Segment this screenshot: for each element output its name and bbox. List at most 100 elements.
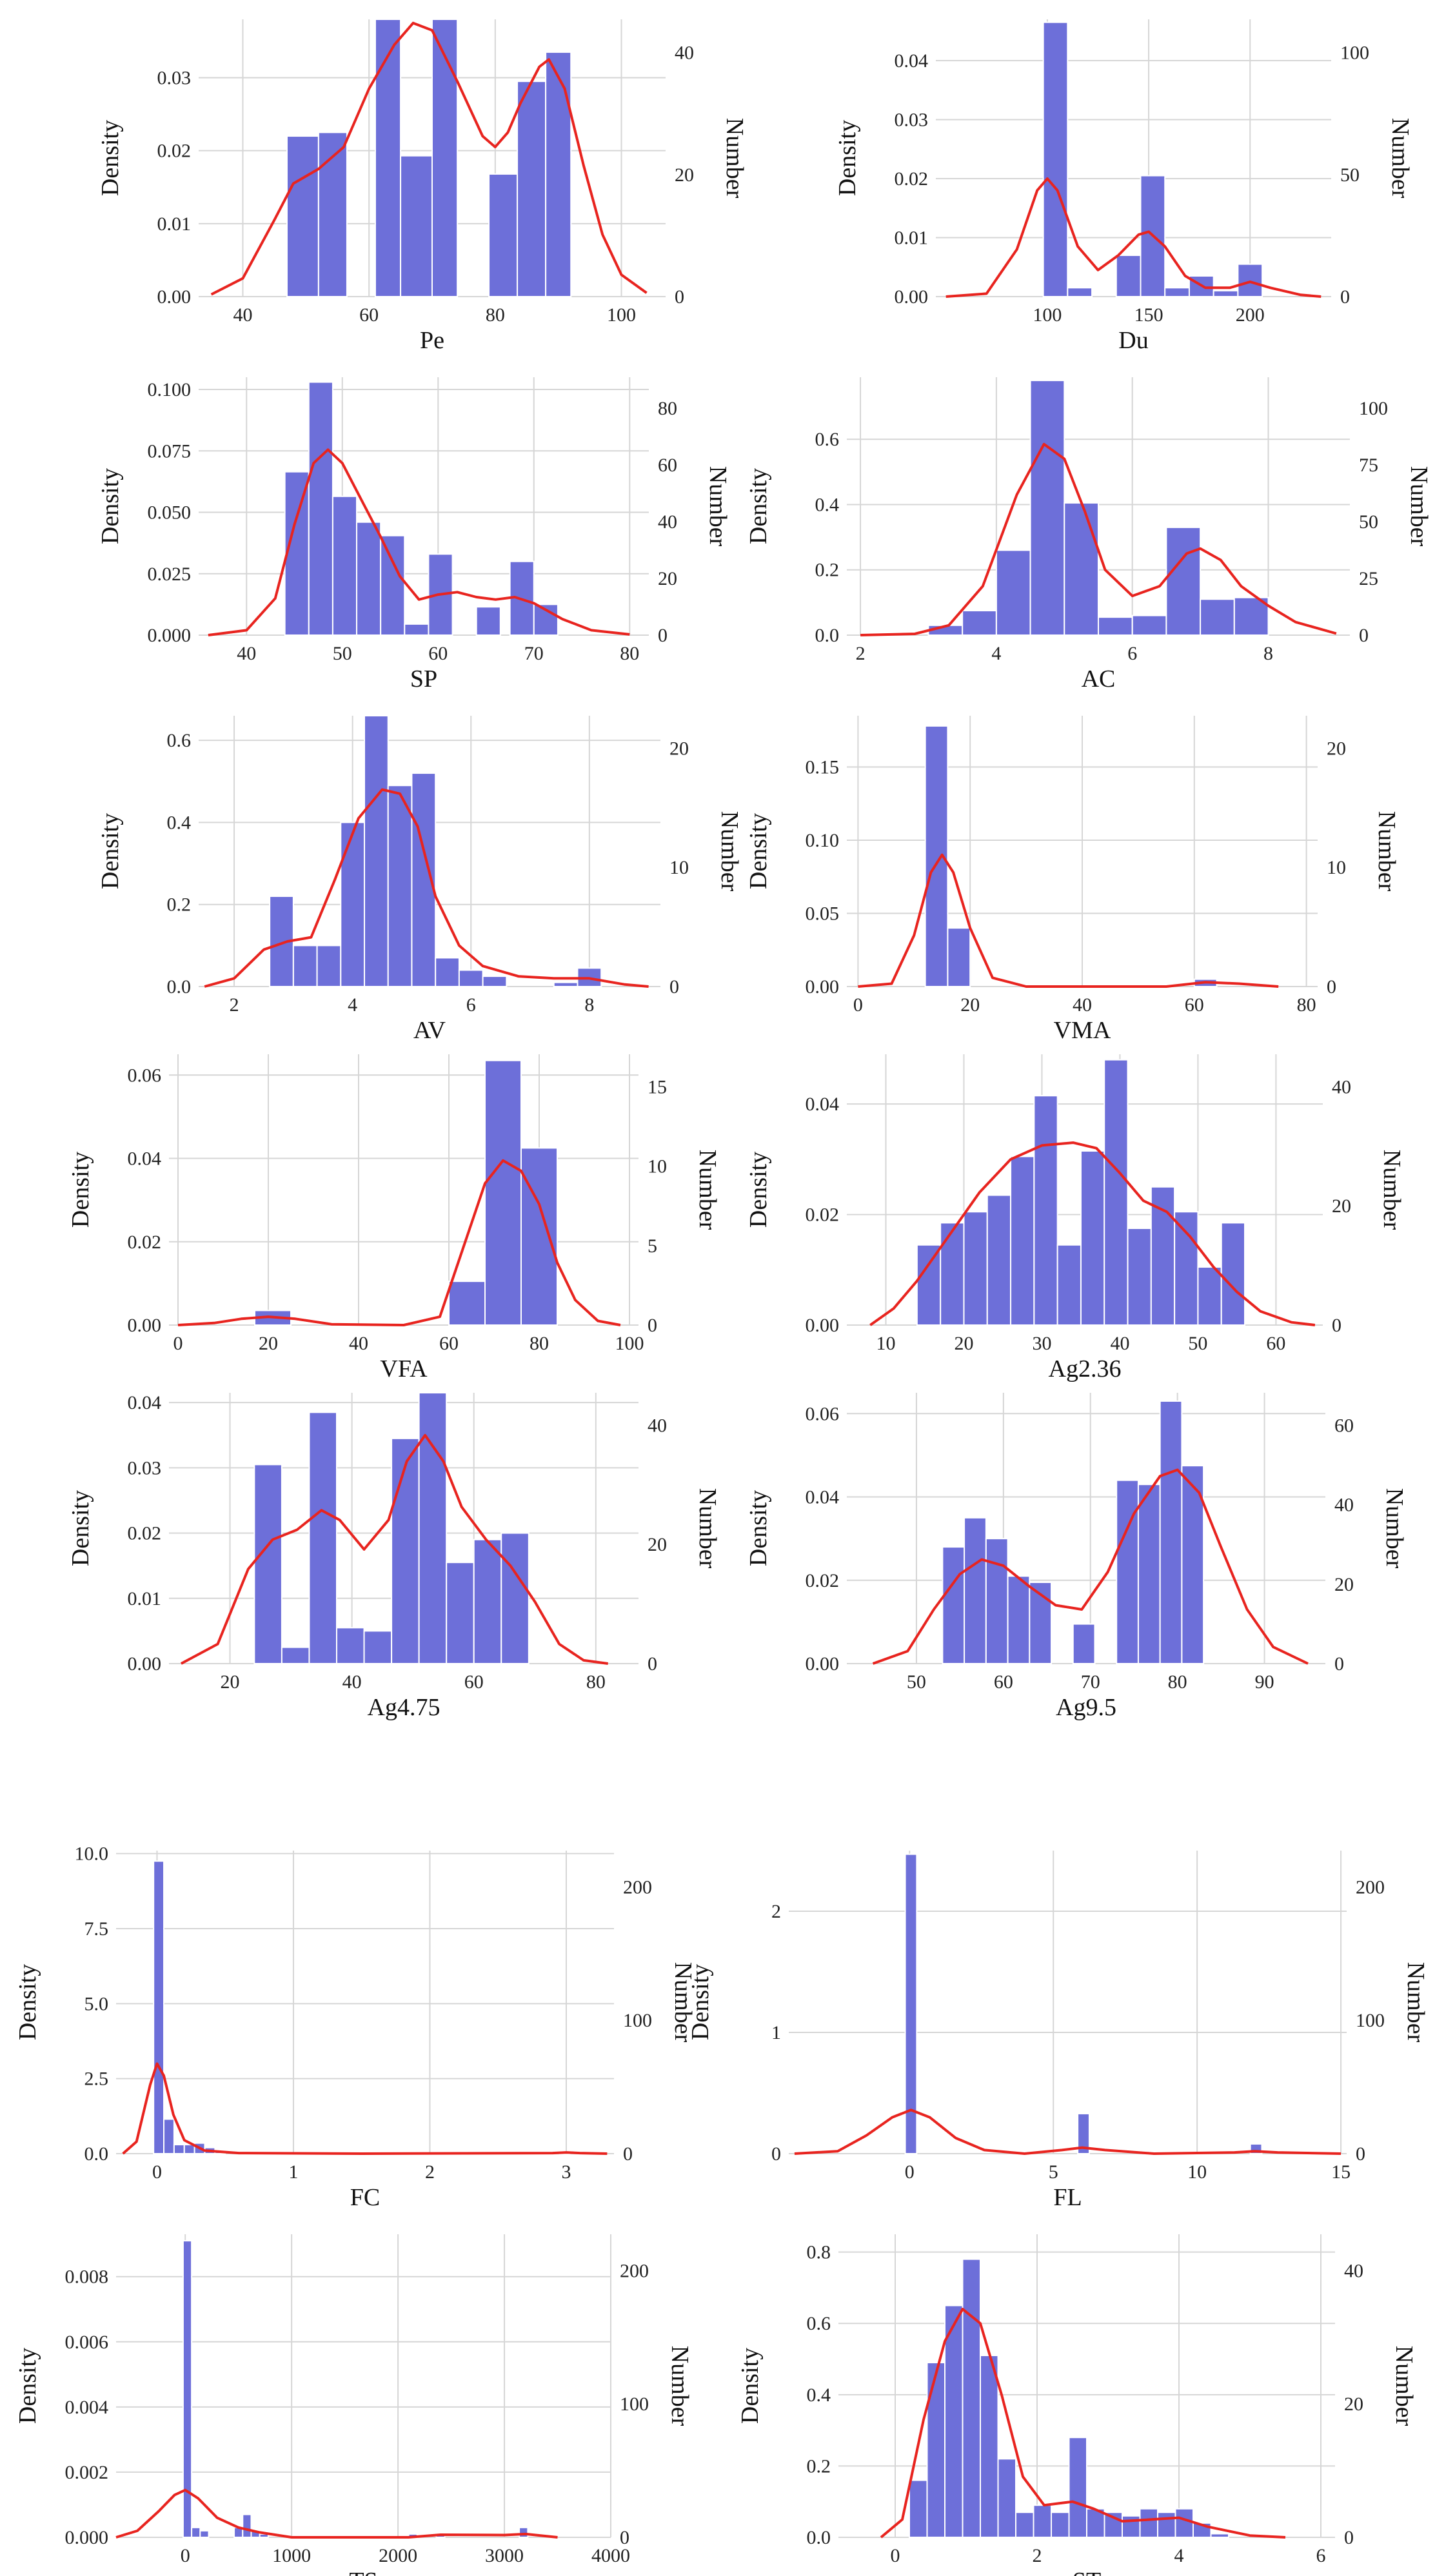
y2-tick-label: 0 — [1340, 286, 1350, 308]
y-tick-label: 0.00 — [157, 286, 192, 308]
histogram-bar — [363, 1630, 393, 1665]
histogram-bar — [1115, 254, 1142, 298]
y-tick-label: 0.6 — [167, 730, 192, 751]
histogram-bar — [153, 1860, 165, 2154]
histogram-bar — [1139, 2508, 1158, 2538]
histogram-bar — [1029, 380, 1065, 636]
y-tick-label: 0.02 — [128, 1232, 162, 1253]
histogram-bar — [1015, 2512, 1034, 2539]
histogram-bar — [545, 51, 572, 297]
histogram-bar — [391, 1437, 420, 1664]
histogram-bar — [1197, 1266, 1222, 1326]
chart-panel-av: 0.0 0.2 0.4 0.6 0 10 20 2 4 6 8 AV Density Number — [97, 715, 743, 1044]
histogram-bar — [1064, 502, 1099, 636]
x-tick-label: 50 — [333, 643, 352, 664]
y2-tick-label: 0 — [1359, 625, 1369, 646]
x-tick-label: 80 — [586, 1671, 606, 1693]
x-tick-label: 150 — [1134, 304, 1163, 326]
y-tick-label: 0.6 — [807, 2313, 831, 2334]
x-axis-title: ST — [1073, 2568, 1101, 2576]
histogram-bar — [1237, 263, 1263, 297]
y-axis-title: Density — [97, 120, 124, 196]
y-tick-label: 0.6 — [815, 429, 840, 450]
histogram-bar — [316, 945, 342, 988]
x-tick-label: 2 — [1033, 2545, 1042, 2566]
x-tick-label: 20 — [954, 1333, 973, 1354]
histogram-bar — [308, 1411, 338, 1664]
y2-tick-label: 60 — [658, 455, 677, 476]
y2-tick-label: 20 — [1344, 2394, 1363, 2415]
y-axis-title: Density — [97, 813, 124, 889]
x-tick-label: 4 — [991, 643, 1001, 664]
chart-panel-ag2-36: 0.00 0.02 0.04 0 20 40 10 20 30 40 50 60 Ag2.36 Densi… — [745, 1054, 1405, 1382]
x-axis-title: TS — [349, 2568, 377, 2576]
y-tick-label: 0.02 — [895, 168, 929, 190]
histogram-bar — [418, 1392, 448, 1664]
y2-tick-label: 20 — [1327, 738, 1346, 759]
y2-tick-label: 20 — [648, 1534, 667, 1555]
histogram-bar — [909, 2479, 928, 2538]
y-axis-title: Density — [14, 2348, 41, 2424]
x-tick-label: 100 — [615, 1333, 644, 1354]
histogram-bar — [1033, 2504, 1052, 2539]
histogram-bar — [308, 381, 333, 636]
histogram-bar — [1051, 2512, 1070, 2539]
x-tick-label: 6 — [1127, 643, 1137, 664]
histogram-bar — [1056, 1244, 1082, 1326]
density-curve — [122, 2062, 608, 2155]
y-tick-label: 7.5 — [84, 1918, 109, 1940]
x-tick-label: 0 — [152, 2161, 162, 2183]
y2-axis-title: Number — [721, 118, 748, 199]
histogram-bar — [1220, 1222, 1246, 1326]
y2-tick-label: 40 — [1332, 1076, 1351, 1097]
x-axis-title: Ag9.5 — [1056, 1694, 1116, 1721]
y-tick-label: 0.02 — [806, 1204, 840, 1226]
y-tick-label: 0.050 — [148, 502, 192, 524]
x-axis-title: VMA — [1054, 1017, 1111, 1044]
chart-panel-fl: 0 1 2 0 100 200 0 5 10 15 FL Density Number — [687, 1851, 1429, 2211]
histogram-bar — [475, 606, 501, 636]
y-axis-title: Density — [67, 1152, 94, 1228]
histogram-bar — [182, 2240, 193, 2538]
chart-panel-ag9-5: 0.00 0.02 0.04 0.06 0 20 40 60 50 60 70 80 90 Ag9.5 De… — [745, 1393, 1408, 1721]
histogram-bar — [404, 623, 430, 636]
histogram-bar — [1174, 1211, 1199, 1326]
density-curve — [880, 2308, 1286, 2539]
y-tick-label: 0.06 — [128, 1065, 162, 1086]
histogram-bar — [517, 81, 547, 298]
x-tick-label: 70 — [524, 643, 544, 664]
y-tick-label: 0.2 — [167, 894, 192, 916]
x-tick-label: 40 — [342, 1671, 362, 1693]
histogram-bar — [242, 2513, 252, 2538]
histogram-bar — [1131, 615, 1167, 636]
y2-tick-label: 5 — [648, 1235, 657, 1257]
histogram-bar — [1137, 1484, 1161, 1664]
density-curve — [177, 1159, 621, 1326]
histogram-bar — [1010, 1155, 1035, 1326]
density-curve — [210, 21, 648, 296]
y-tick-label: 0.075 — [148, 440, 192, 462]
histogram-bar — [520, 1147, 558, 1326]
y-tick-label: 10.0 — [75, 1844, 109, 1865]
chart-panel-fc: 0.0 2.5 5.0 7.5 10.0 0 100 200 0 1 2 3 FC Density Numb… — [14, 1844, 697, 2211]
y2-tick-label: 25 — [1359, 568, 1378, 589]
x-tick-label: 40 — [1110, 1333, 1129, 1354]
density-curve — [115, 2488, 558, 2539]
x-tick-label: 60 — [1266, 1333, 1285, 1354]
chart-panel-st: 0.0 0.2 0.4 0.6 0.8 0 20 40 0 2 4 6 ST Density Number — [737, 2234, 1418, 2576]
y2-tick-label: 40 — [658, 511, 677, 533]
x-tick-label: 1000 — [272, 2545, 311, 2566]
y2-tick-label: 10 — [648, 1156, 667, 1177]
histogram-bar — [380, 535, 406, 636]
y-tick-label: 0.00 — [806, 976, 840, 998]
x-tick-label: 2 — [425, 2161, 435, 2183]
x-axis-title: VFA — [380, 1355, 428, 1382]
y-tick-label: 0.025 — [148, 564, 192, 585]
histogram-bar — [199, 2530, 210, 2539]
y-tick-label: 0.04 — [128, 1148, 162, 1170]
y-tick-label: 2.5 — [84, 2069, 109, 2090]
y2-tick-label: 50 — [1340, 164, 1360, 186]
x-tick-label: 4000 — [591, 2545, 630, 2566]
y2-tick-label: 50 — [1359, 511, 1378, 533]
x-tick-label: 3000 — [485, 2545, 524, 2566]
